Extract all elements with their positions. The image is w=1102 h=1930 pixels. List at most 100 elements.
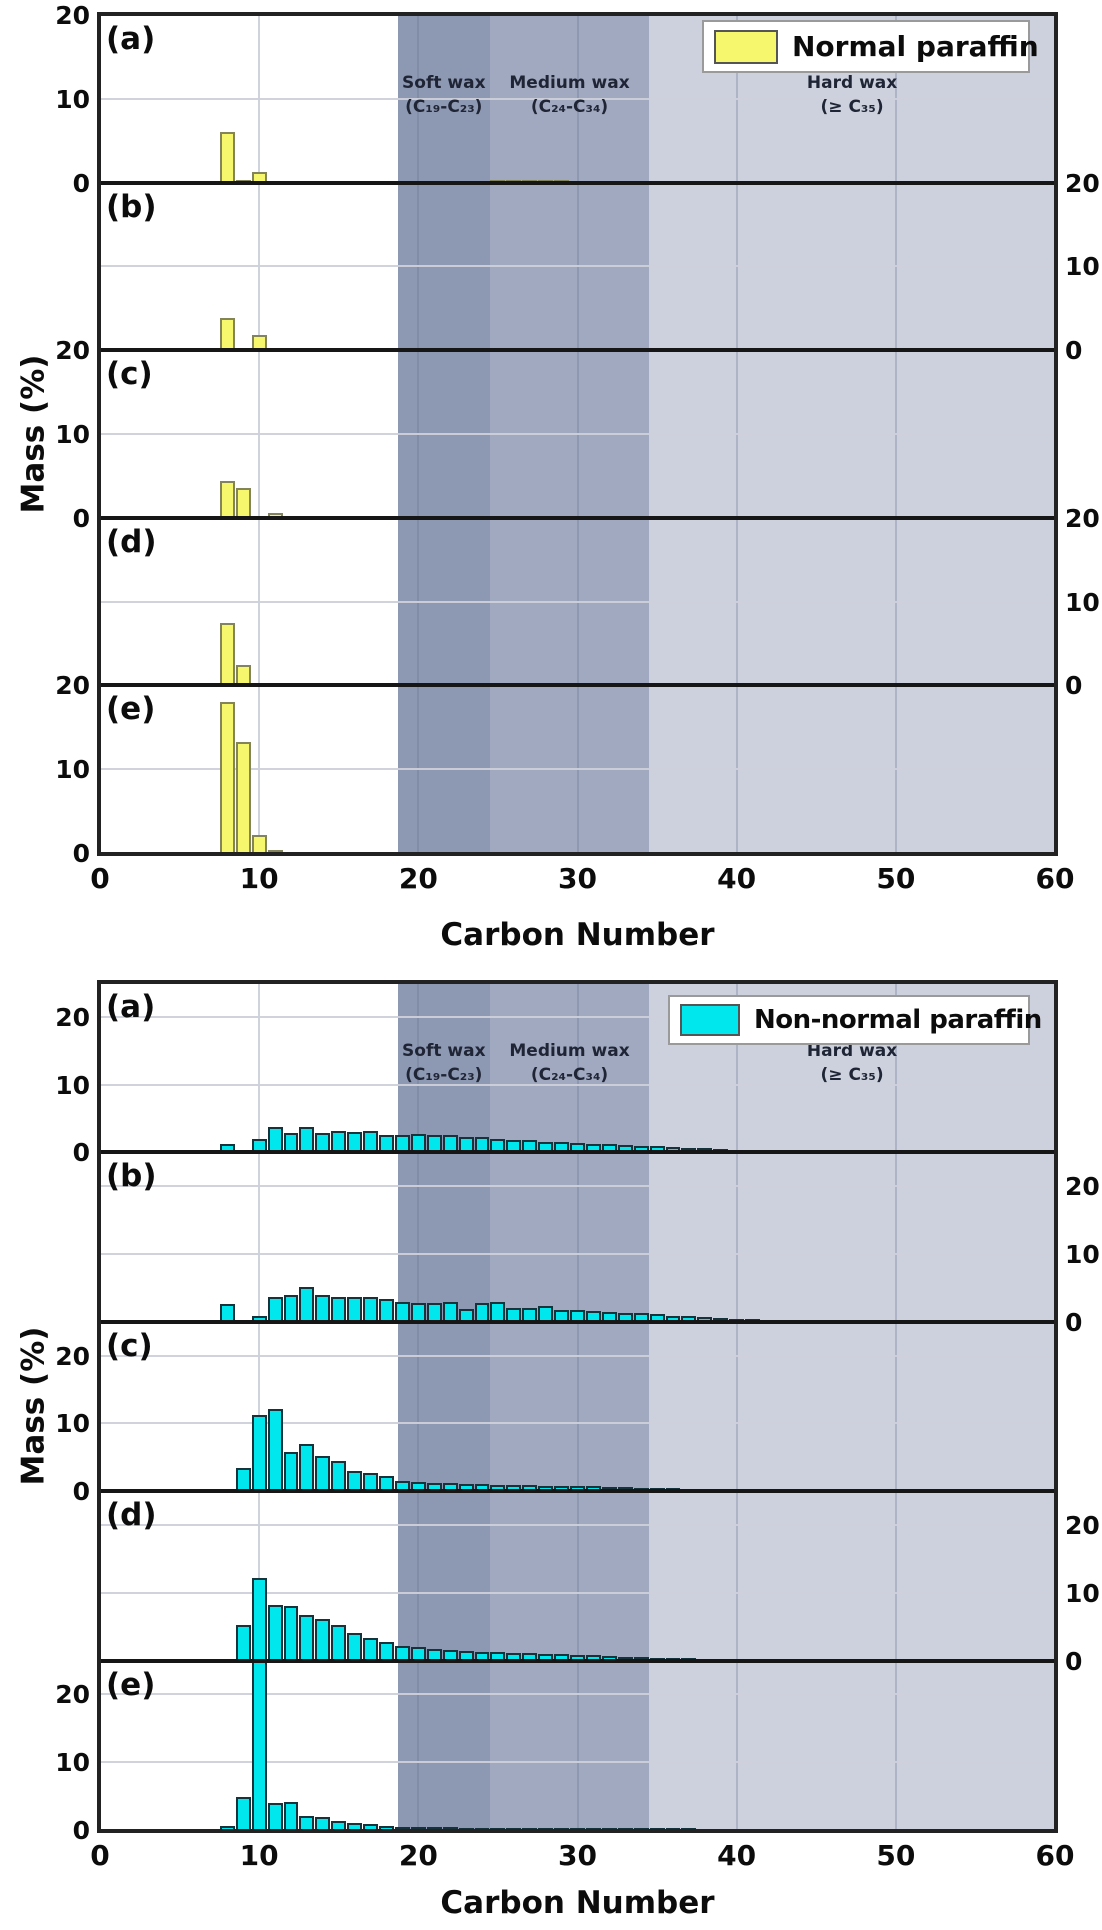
bar	[410, 1826, 426, 1830]
wax-zone-label: Hard wax	[806, 73, 898, 93]
plot-frame	[97, 12, 1058, 856]
medium-wax-zone	[489, 983, 650, 1830]
bar	[394, 1134, 410, 1153]
y-tick-label: 10	[55, 84, 90, 114]
bar	[506, 1653, 522, 1661]
bar	[426, 1302, 442, 1322]
x-tick-label: 0	[90, 1839, 110, 1872]
bar	[347, 1823, 363, 1830]
bar	[554, 1486, 570, 1492]
bar	[251, 171, 267, 183]
bar	[363, 1637, 379, 1661]
bar	[442, 1134, 458, 1153]
bar	[299, 1287, 315, 1322]
panel-label: (e)	[106, 691, 156, 728]
bar	[347, 1632, 363, 1661]
bar	[363, 1823, 379, 1830]
wax-zone-sublabel: (C₂₄-C₃₄)	[530, 1065, 609, 1085]
bar	[267, 512, 283, 518]
bar	[219, 132, 235, 183]
normal-paraffin-chart: 0 10 20 (a) 0 10 20 (b) 0 10 20 (c) 0 10 20 (d) 0 10 20 (e)…	[0, 3, 1102, 893]
y-tick-label: 10	[55, 755, 90, 785]
bar	[665, 1315, 681, 1322]
y-axis-title-top: Mass (%)	[15, 354, 52, 514]
y-tick-label: 0	[72, 503, 90, 533]
panel-label: (b)	[106, 1158, 157, 1195]
wax-zone-sublabel: (C₂₄-C₃₄)	[530, 97, 609, 117]
bar	[219, 622, 235, 686]
bar	[235, 1468, 251, 1492]
y-tick-label: 0	[72, 1477, 90, 1507]
bar	[474, 1302, 490, 1322]
bar	[570, 1310, 585, 1322]
bar	[235, 665, 251, 686]
bar	[235, 1797, 251, 1830]
bar	[267, 1126, 283, 1153]
legend-normal-paraffin: Normal paraffin	[702, 20, 1039, 73]
y-tick-label: 0	[72, 168, 90, 198]
bar	[697, 1317, 713, 1322]
hard-wax-zone	[649, 983, 1055, 1830]
y-tick-label: 0	[72, 1138, 90, 1168]
bar	[506, 1485, 522, 1492]
bar	[283, 1801, 299, 1830]
bar	[474, 1137, 490, 1153]
bar	[235, 741, 251, 853]
bar	[347, 1297, 363, 1322]
bar	[267, 1296, 283, 1322]
bar	[219, 1825, 235, 1830]
bar	[379, 1476, 394, 1492]
bar	[299, 1615, 315, 1661]
y-tick-label: 10	[55, 1070, 90, 1100]
bar	[379, 1825, 394, 1830]
bar	[506, 1139, 522, 1153]
horizontal-gridline	[100, 1253, 1055, 1256]
bar	[522, 1308, 538, 1322]
vertical-gridline	[894, 983, 897, 1830]
bar	[394, 1302, 410, 1322]
panel-boundary-line	[100, 1489, 1055, 1494]
bar	[394, 1481, 410, 1492]
bar	[299, 1443, 315, 1492]
horizontal-gridline	[100, 1015, 1055, 1018]
legend-nonnormal-label: Non-normal paraffin	[754, 1005, 1042, 1035]
bar	[267, 1802, 283, 1830]
bar	[649, 1314, 665, 1322]
bar	[394, 1826, 410, 1830]
bar	[394, 1645, 410, 1661]
panel-boundary-line	[100, 1319, 1055, 1324]
horizontal-gridline	[100, 1354, 1055, 1357]
panel-boundary-line	[100, 683, 1055, 688]
bar	[570, 1654, 585, 1661]
x-tick-label: 20	[398, 862, 438, 895]
bar	[235, 1625, 251, 1661]
y-tick-label: 10	[1065, 252, 1100, 282]
bar	[267, 1605, 283, 1661]
bar	[522, 1485, 538, 1492]
bar	[331, 1460, 347, 1492]
plot-frame	[97, 980, 1058, 1833]
bar	[458, 1308, 474, 1322]
horizontal-gridline	[100, 1693, 1055, 1696]
bar	[331, 1131, 347, 1153]
horizontal-gridline	[100, 768, 1055, 771]
y-tick-label: 0	[1065, 1646, 1083, 1676]
wax-zone-label: Medium wax	[509, 73, 630, 93]
x-tick-label: 30	[558, 862, 597, 895]
bar	[219, 1303, 235, 1322]
horizontal-gridline	[100, 97, 1055, 100]
normal-paraffin-swatch	[714, 29, 778, 64]
bar	[570, 1142, 585, 1153]
vertical-gridline	[576, 983, 579, 1830]
bar	[219, 480, 235, 518]
bar	[283, 1606, 299, 1661]
x-tick-label: 60	[1035, 862, 1075, 895]
bar	[363, 1131, 379, 1153]
wax-zone-label: Medium wax	[509, 1041, 630, 1061]
x-axis-title-bottom: Carbon Number	[440, 1885, 715, 1921]
bar	[601, 1655, 617, 1661]
bar	[697, 1148, 713, 1153]
bar	[570, 1486, 585, 1492]
bar	[235, 488, 251, 518]
bar	[315, 1618, 331, 1661]
